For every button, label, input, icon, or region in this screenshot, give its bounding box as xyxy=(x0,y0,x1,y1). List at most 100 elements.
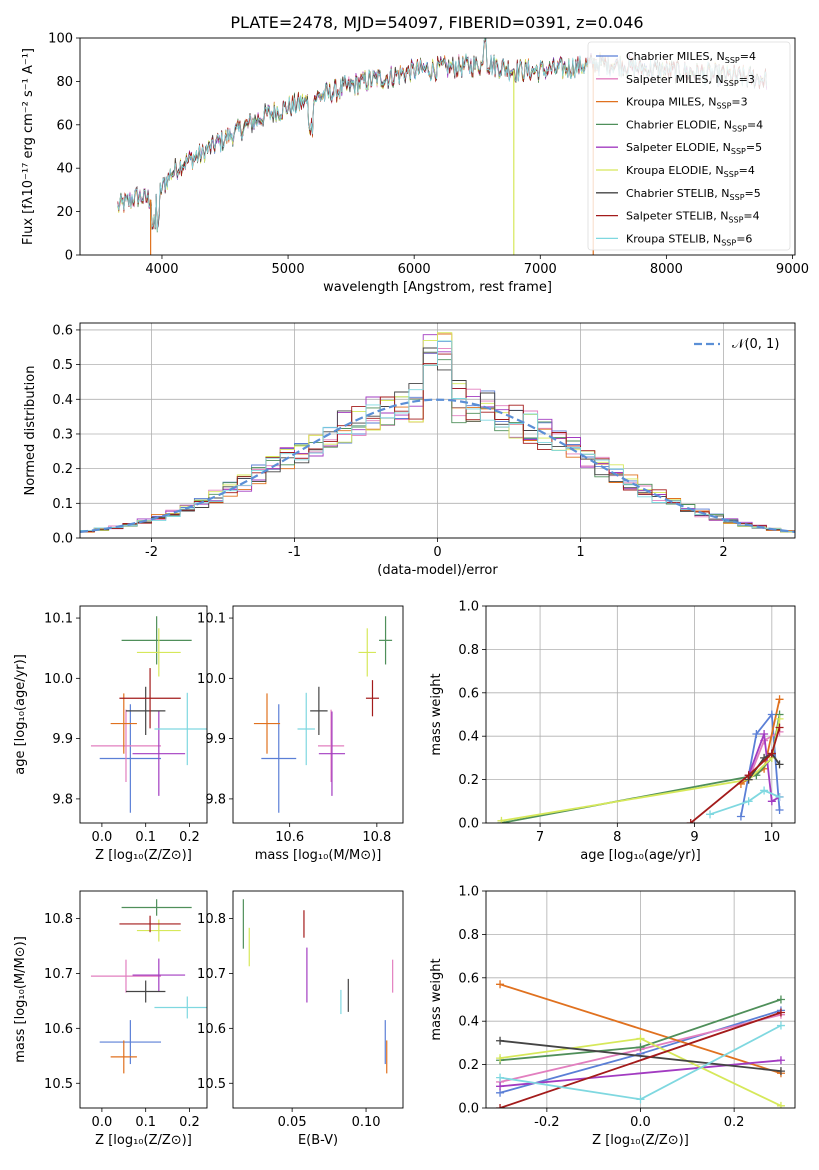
x-tick-label: 0.2 xyxy=(179,830,200,845)
spectrum-legend: Chabrier MILES, NSSP=4 Salpeter MILES, NS… xyxy=(587,41,791,251)
y-tick-label: 10.6 xyxy=(44,1022,73,1037)
mass-vs-Z-plot-area xyxy=(90,899,207,1074)
axes-frame xyxy=(79,605,208,824)
legend-count: =4 xyxy=(747,118,763,131)
legend-subscript: SSP xyxy=(728,216,743,225)
y-tick-label: 10.1 xyxy=(197,612,226,627)
x-tick-label: 9000 xyxy=(776,262,809,277)
legend-label: Salpeter ELODIE, NSSP=5 xyxy=(626,141,762,156)
x-tick-label: 0.05 xyxy=(278,1115,307,1130)
y-tick-label: 0.6 xyxy=(52,323,73,338)
y-tick-label: 10.8 xyxy=(197,912,226,927)
weight-marker xyxy=(776,1008,785,1017)
weight-marker xyxy=(497,816,506,823)
axes-frame xyxy=(79,37,796,256)
y-tick-label: 0.3 xyxy=(52,427,73,442)
y-tick-label: 0.6 xyxy=(458,686,479,701)
y-tick-label: 1.0 xyxy=(458,600,479,615)
weight-line xyxy=(499,1059,782,1088)
y-tick-label: 9.9 xyxy=(205,732,226,747)
x-axis-label: E(B-V) xyxy=(298,1133,338,1148)
weight-line xyxy=(709,789,780,816)
weight-marker xyxy=(775,805,784,814)
weight-vs-Z-plot-area xyxy=(496,980,785,1108)
x-axis-label: Z [log₁₀(Z/Z⊙)] xyxy=(592,1133,689,1148)
y-tick-label: 0.0 xyxy=(52,532,73,547)
weight-marker xyxy=(776,1056,785,1065)
y-tick-label: 0.1 xyxy=(52,497,73,512)
y-axis-label: mass weight xyxy=(429,958,444,1040)
x-tick-label: 7 xyxy=(536,830,544,845)
weight-marker xyxy=(496,980,505,989)
legend-label: 𝒩(0, 1) xyxy=(732,337,779,352)
x-tick-label: 0 xyxy=(433,545,441,560)
gaussian-curve xyxy=(80,398,795,533)
x-axis-label: mass [log₁₀(M/M⊙)] xyxy=(255,848,382,863)
weight-marker xyxy=(775,792,784,801)
y-tick-label: 10.1 xyxy=(44,612,73,627)
weight-line xyxy=(499,1039,782,1072)
legend-label: Salpeter MILES, NSSP=3 xyxy=(626,73,755,88)
weight-marker xyxy=(775,714,784,723)
legend-subscript: SSP xyxy=(724,170,739,179)
y-tick-label: 10.6 xyxy=(197,1022,226,1037)
x-tick-label: 0.1 xyxy=(135,830,156,845)
weight-marker xyxy=(636,1095,645,1104)
age-vs-mass-axes: 10.6 10.8 9.8 9.9 10.0 10.1 mass [log₁₀(M/M⊙)] xyxy=(197,605,404,863)
legend-count: =5 xyxy=(745,187,761,200)
weight-marker xyxy=(767,749,776,758)
x-tick-label: 10.8 xyxy=(362,830,391,845)
x-tick-label: 9 xyxy=(690,830,698,845)
x-tick-label: 10.6 xyxy=(275,830,304,845)
x-tick-label: 0.0 xyxy=(630,1115,651,1130)
residuals-axes: -2 -1 0 1 2 0.0 0.1 0.2 0.3 0.4 0.5 0.6 (data-model)… xyxy=(23,322,796,578)
x-tick-label: 0.10 xyxy=(352,1115,381,1130)
residual-legend: 𝒩(0, 1) xyxy=(694,337,779,352)
legend-subscript: SSP xyxy=(725,56,740,65)
y-tick-label: 9.8 xyxy=(205,792,226,807)
age-vs-Z-plot-area xyxy=(90,616,207,813)
weight-marker xyxy=(706,810,715,819)
weight-marker xyxy=(775,723,784,732)
y-tick-label: 10.7 xyxy=(197,967,226,982)
x-tick-label: 4000 xyxy=(145,262,178,277)
y-tick-label: 0.2 xyxy=(52,462,73,477)
y-tick-label: 10.5 xyxy=(197,1077,226,1092)
y-axis-label: Flux [fλ10⁻¹⁷ erg cm⁻² s⁻¹ A⁻¹] xyxy=(21,48,36,245)
weight-marker xyxy=(496,1104,505,1108)
residual-histogram xyxy=(80,332,795,533)
weight-vs-Z-axes: -0.2 0.0 0.2 0.0 0.2 0.4 0.6 0.8 1.0 Z [log₁₀(Z/Z… xyxy=(429,885,796,1148)
weight-vs-age-plot-area xyxy=(497,695,784,823)
weight-marker xyxy=(760,730,769,739)
legend-subscript: SSP xyxy=(731,147,746,156)
y-tick-label: 0.5 xyxy=(52,358,73,373)
y-tick-label: 0 xyxy=(65,249,73,264)
weight-marker xyxy=(767,797,776,806)
weight-marker xyxy=(744,771,753,780)
x-axis-label: age [log₁₀(age/yr)] xyxy=(580,848,701,863)
axes-frame xyxy=(232,890,404,1109)
weight-marker xyxy=(686,819,695,823)
x-tick-label: 10 xyxy=(764,830,781,845)
x-tick-label: 1 xyxy=(576,545,584,560)
y-tick-label: 0.2 xyxy=(458,773,479,788)
weight-marker xyxy=(736,812,745,821)
legend-subscript: SSP xyxy=(732,124,747,133)
weight-marker xyxy=(775,695,784,704)
weight-marker xyxy=(776,1021,785,1030)
x-tick-label: 0.2 xyxy=(724,1115,745,1130)
y-tick-label: 40 xyxy=(56,162,73,177)
panels: 4000 5000 6000 7000 8000 9000020406080100wave… xyxy=(13,32,809,1149)
y-axis-label: mass weight xyxy=(429,673,444,755)
y-tick-label: 100 xyxy=(48,32,73,47)
y-tick-label: 80 xyxy=(56,75,73,90)
weight-marker xyxy=(767,710,776,719)
x-tick-label: 8000 xyxy=(650,262,683,277)
legend-subscript: SSP xyxy=(721,238,736,247)
mass-vs-ebv-plot-area xyxy=(242,899,394,1074)
legend-label: Chabrier ELODIE, NSSP=4 xyxy=(626,118,763,133)
y-tick-label: 1.0 xyxy=(458,885,479,900)
weight-marker xyxy=(776,1101,785,1108)
y-tick-label: 9.8 xyxy=(52,792,73,807)
